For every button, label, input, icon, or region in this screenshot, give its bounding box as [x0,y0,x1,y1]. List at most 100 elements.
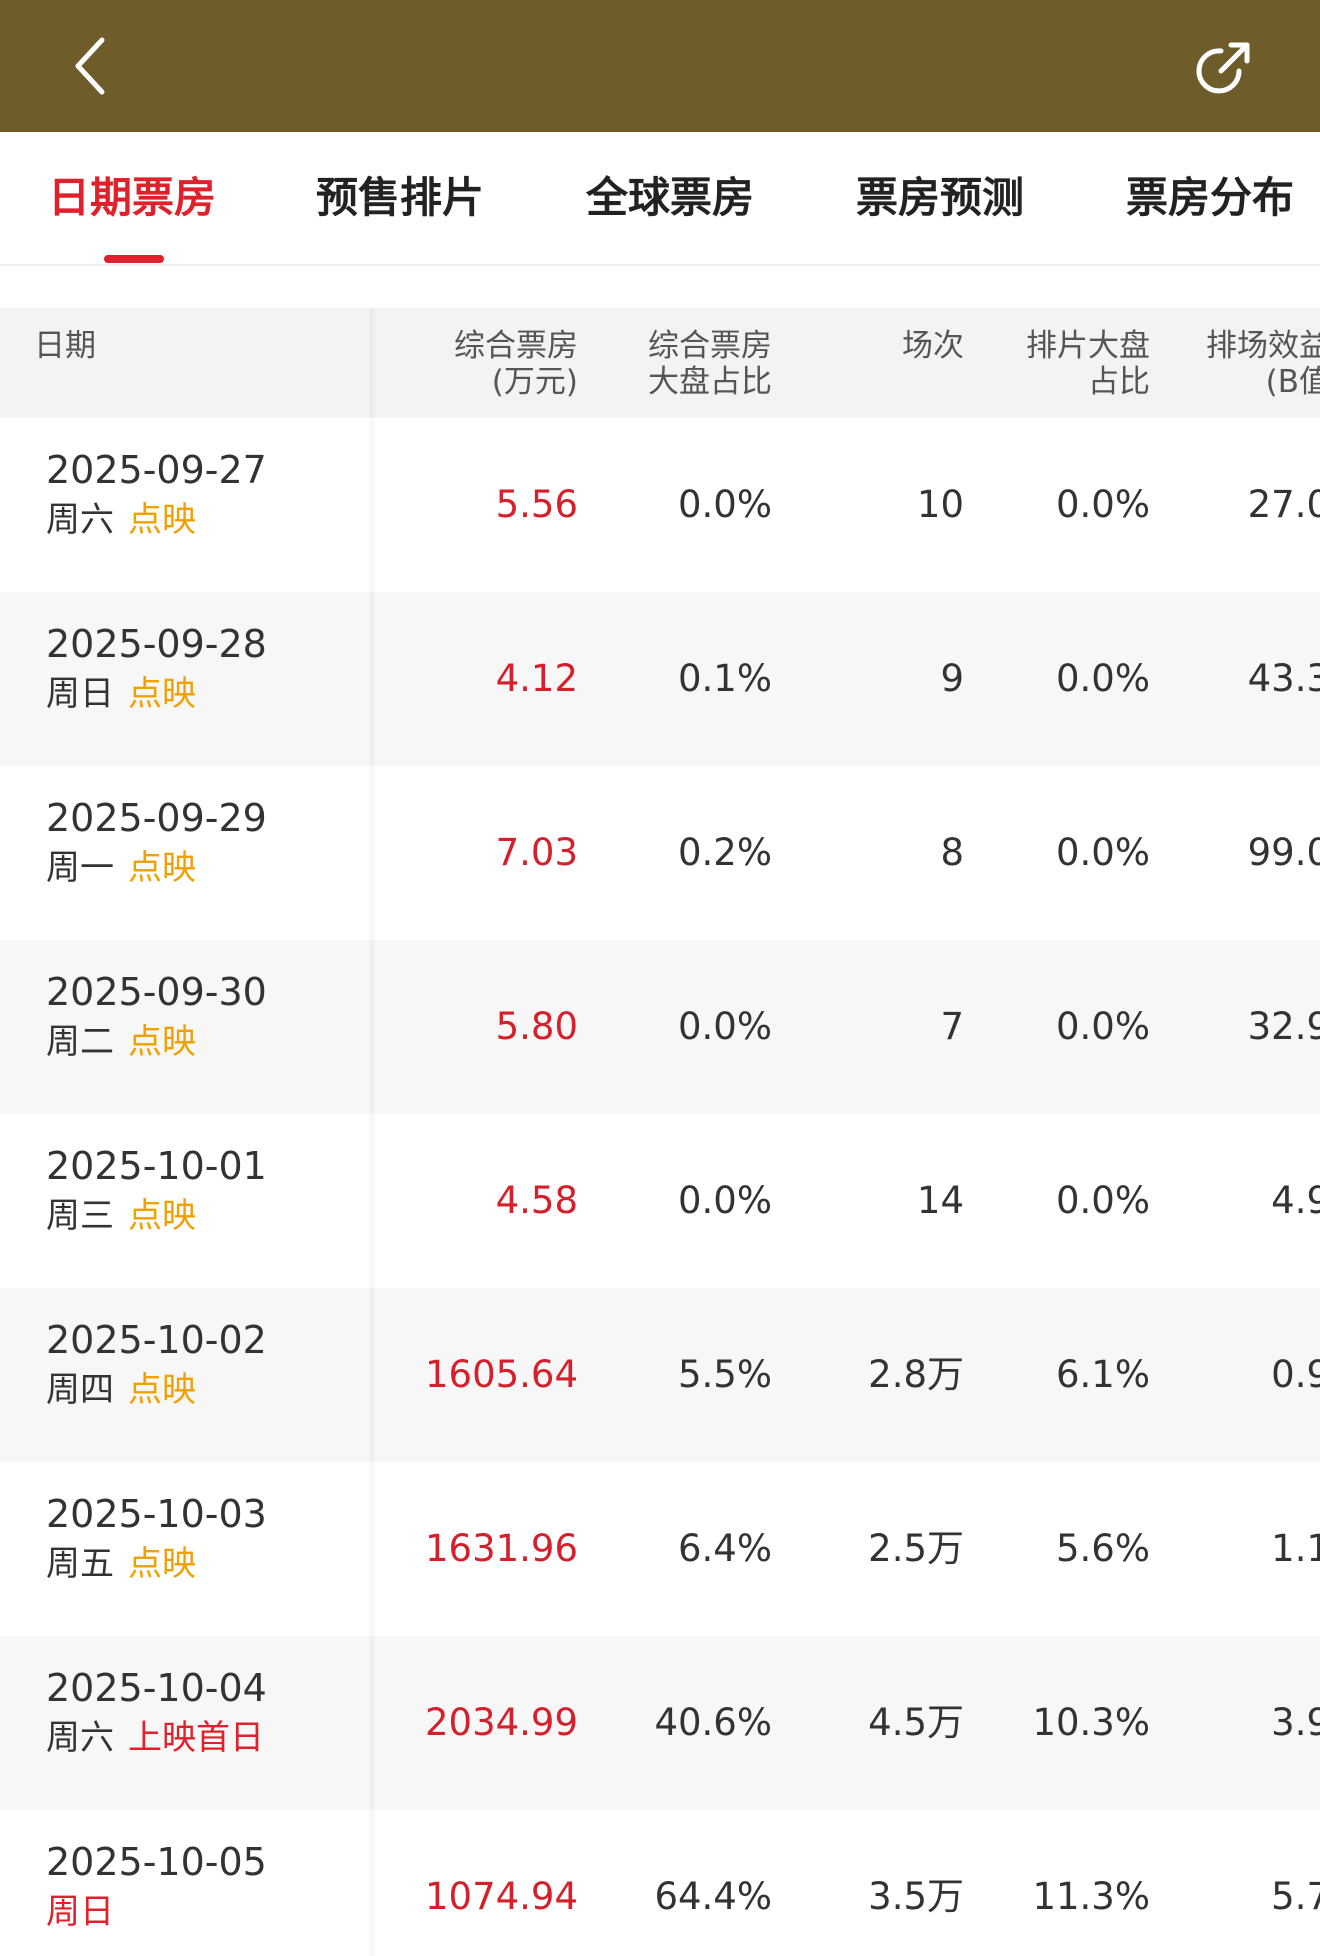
cell-weekday: 周六 [46,500,114,540]
cell-box-office: 1074.94 [424,1875,578,1918]
cell-shows: 2.5万 [868,1527,964,1570]
data-columns[interactable]: 综合票房 (万元) 综合票房 大盘占比 场次 排片大盘 占比 排场效益 (B值 5.56 0… [370,308,1320,1956]
table-row[interactable] [0,418,370,592]
top-bar [0,0,1320,132]
table-row[interactable] [0,592,370,766]
cell-box-office-share: 5.5% [678,1353,772,1396]
table-row[interactable] [370,1462,1320,1636]
cell-show-share: 0.0% [1056,483,1150,526]
cell-box-office-share: 0.0% [678,1005,772,1048]
table-row[interactable] [0,1288,370,1462]
tab-global-box-office[interactable]: 全球票房 [586,173,755,222]
status-tag: 上映首日 [128,1718,264,1758]
table-row[interactable] [370,1288,1320,1462]
cell-shows: 3.5万 [868,1875,964,1918]
cell-weekday: 周二 [46,1022,114,1062]
table-row[interactable] [370,592,1320,766]
header-total-box-office[interactable]: 综合票房 (万元) [454,328,578,400]
table-row[interactable] [370,418,1320,592]
cell-date: 2025-10-05 [46,1840,267,1884]
cell-weekday-line: 周五 点映 [46,1544,196,1584]
tab-bar: 日期票房 预售排片 全球票房 票房预测 票房分布 [0,132,1320,266]
cell-date: 2025-10-01 [46,1144,267,1188]
cell-box-office-share: 0.1% [678,657,772,700]
cell-weekday-line: 周二 点映 [46,1022,196,1062]
header-show-share[interactable]: 排片大盘 占比 [1026,328,1150,400]
cell-box-office: 5.56 [495,483,578,526]
table-row[interactable] [370,766,1320,940]
cell-b-value: 1.1 [1271,1527,1320,1570]
table-row[interactable] [370,940,1320,1114]
active-tab-indicator [104,255,164,263]
cell-show-share: 11.3% [1032,1875,1150,1918]
cell-weekday: 周日 [46,1892,114,1932]
cell-shows: 10 [916,483,964,526]
date-column: 日期 2025-09-27 周六 点映 2025-09-28 周日 点映 2025-09-29… [0,308,370,1956]
cell-date: 2025-09-30 [46,970,267,1014]
cell-date: 2025-10-04 [46,1666,267,1710]
cell-show-share: 5.6% [1056,1527,1150,1570]
table-row[interactable] [370,1636,1320,1810]
cell-box-office: 2034.99 [424,1701,578,1744]
cell-weekday-line: 周日 点映 [46,674,196,714]
cell-box-office: 4.58 [495,1179,578,1222]
box-office-table[interactable]: 日期 2025-09-27 周六 点映 2025-09-28 周日 点映 2025-09-29… [0,308,1320,1956]
cell-b-value: 43.3 [1247,657,1320,700]
cell-shows: 7 [940,1005,964,1048]
cell-show-share: 0.0% [1056,657,1150,700]
status-tag: 点映 [128,1022,196,1062]
cell-box-office: 1605.64 [424,1353,578,1396]
share-button[interactable] [1188,34,1258,104]
cell-weekday: 周五 [46,1544,114,1584]
header-row-date [0,308,370,418]
cell-show-share: 10.3% [1032,1701,1150,1744]
header-date: 日期 [34,328,96,364]
cell-b-value: 0.9 [1271,1353,1320,1396]
status-tag: 点映 [128,1196,196,1236]
cell-box-office-share: 0.0% [678,1179,772,1222]
table-row[interactable] [0,766,370,940]
cell-show-share: 0.0% [1056,1179,1150,1222]
header-box-office-share[interactable]: 综合票房 大盘占比 [648,328,772,400]
cell-b-value: 3.9 [1271,1701,1320,1744]
status-tag: 点映 [128,500,196,540]
status-tag: 点映 [128,848,196,888]
table-row[interactable] [370,1114,1320,1288]
table-row[interactable] [0,1636,370,1810]
table-row[interactable] [0,1114,370,1288]
back-button[interactable] [58,28,122,104]
table-row[interactable] [0,940,370,1114]
cell-b-value: 27.0 [1247,483,1320,526]
tab-box-office-forecast[interactable]: 票房预测 [856,173,1025,222]
tab-box-office-distribution[interactable]: 票房分布 [1126,173,1295,222]
tab-daily-box-office[interactable]: 日期票房 [48,173,217,222]
cell-weekday-line: 周日 [46,1892,114,1932]
cell-box-office-share: 40.6% [654,1701,772,1744]
table-row[interactable] [0,1810,370,1956]
table-row[interactable] [370,1810,1320,1956]
table-row[interactable] [0,1462,370,1636]
header-b-value[interactable]: 排场效益 (B值 [1206,328,1320,400]
cell-b-value: 5.7 [1271,1875,1320,1918]
cell-weekday: 周三 [46,1196,114,1236]
cell-shows: 14 [916,1179,964,1222]
status-tag: 点映 [128,674,196,714]
cell-shows: 9 [940,657,964,700]
cell-box-office: 7.03 [495,831,578,874]
chevron-left-icon [75,37,105,95]
cell-box-office: 4.12 [495,657,578,700]
cell-box-office-share: 0.0% [678,483,772,526]
cell-show-share: 0.0% [1056,831,1150,874]
cell-box-office-share: 6.4% [678,1527,772,1570]
status-tag: 点映 [128,1370,196,1410]
cell-weekday-line: 周六 上映首日 [46,1718,264,1758]
header-shows[interactable]: 场次 [902,328,964,364]
status-tag: 点映 [128,1544,196,1584]
cell-weekday-line: 周一 点映 [46,848,196,888]
cell-date: 2025-10-02 [46,1318,267,1362]
tab-presale-schedule[interactable]: 预售排片 [316,173,485,222]
cell-date: 2025-09-28 [46,622,267,666]
cell-box-office: 1631.96 [424,1527,578,1570]
cell-weekday: 周四 [46,1370,114,1410]
cell-weekday: 周六 [46,1718,114,1758]
